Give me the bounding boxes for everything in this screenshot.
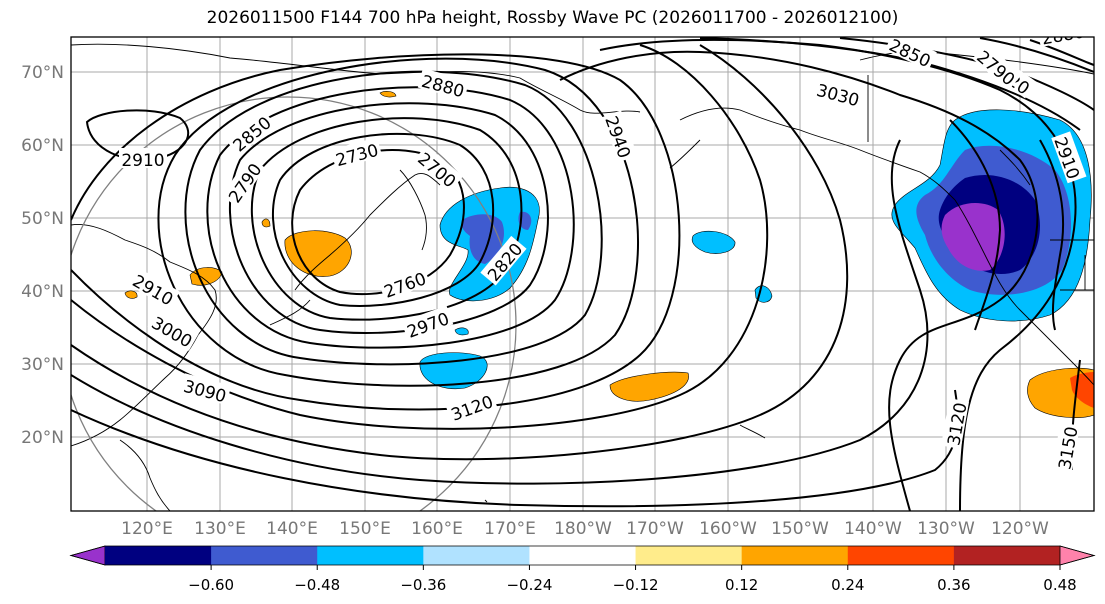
colorbar-segment <box>635 546 743 565</box>
latitude-label: 20°N <box>21 428 64 448</box>
colorbar-segment <box>317 546 424 565</box>
colorbar-segment <box>529 546 637 565</box>
contour-label-bg <box>812 77 865 109</box>
latitude-label: 30°N <box>21 355 64 375</box>
contour-label-bg <box>413 145 464 192</box>
longitude-label: 120°W <box>991 519 1049 539</box>
longitude-label: 130°W <box>917 519 975 539</box>
colorbar-segment <box>211 546 318 565</box>
contour-label-bg <box>445 388 498 424</box>
colorbar-segment <box>423 546 530 565</box>
colorbar-tick-label: −0.24 <box>506 576 552 594</box>
longitude-labels: 120°E 130°E 140°E 150°E 160°E 170°E 180°W 170°W… <box>121 519 1049 539</box>
contour-label-bg <box>1037 37 1089 48</box>
colorbar-tick-label: 0.12 <box>725 576 758 594</box>
contour-label: 2880 <box>1040 22 1086 49</box>
map-title: 2026011500 F144 700 hPa height, Rossby W… <box>206 8 899 28</box>
colorbar-tick-label: 0.24 <box>831 576 864 594</box>
longitude-label: 150°E <box>339 519 391 539</box>
projection-circle <box>71 96 517 511</box>
latitude-label: 40°N <box>21 282 64 302</box>
colorbar-tick-label: 0.48 <box>1043 576 1076 594</box>
longitude-label: 180°W <box>554 519 612 539</box>
colorbar-tick-label: 0.36 <box>937 576 970 594</box>
longitude-label: 170°W <box>626 519 684 539</box>
colorbar-segment <box>953 546 1061 565</box>
latitude-label: 70°N <box>21 63 64 83</box>
colorbar-outline <box>69 545 1096 566</box>
colorbar-tick-label: −0.36 <box>400 576 446 594</box>
latitude-label: 60°N <box>21 136 64 156</box>
contour-label-bg <box>1052 422 1081 474</box>
colorbar-segment <box>847 546 955 565</box>
contour-label-bg <box>221 156 266 208</box>
colorbar: −0.60 −0.48 −0.36 −0.24 −0.12 0.12 0.24 0.36 0.4… <box>69 545 1096 594</box>
latitude-label: 50°N <box>21 209 64 229</box>
contour-label-bg <box>1051 131 1087 184</box>
contour-label-bg <box>128 267 180 309</box>
colorbar-segment <box>105 546 212 565</box>
contour-label-bg <box>330 137 383 169</box>
contour-label-bg <box>884 37 937 71</box>
contour-label-bg <box>417 68 470 100</box>
map-frame <box>70 36 1095 512</box>
longitude-label: 120°E <box>121 519 173 539</box>
contour-label-bg <box>147 309 199 351</box>
contour-label-bg <box>972 43 1023 90</box>
contour-label: 2880 <box>419 72 466 103</box>
colorbar-tick-label: −0.12 <box>613 576 659 594</box>
colorbar-extend-high <box>1059 545 1096 566</box>
contour-label-bg <box>119 148 167 168</box>
contour-label-bg <box>401 305 454 341</box>
contour-label: 2910 <box>121 151 164 171</box>
contour-label-bg <box>602 110 638 163</box>
contour-label-bg <box>941 398 970 450</box>
latitude-labels: 70°N 60°N 50°N 40°N 30°N 20°N <box>21 63 64 448</box>
colorbar-segment <box>741 546 849 565</box>
contour-label: 3030 <box>814 81 861 112</box>
contour-label: 3090 <box>181 377 228 408</box>
longitude-label: 130°E <box>194 519 246 539</box>
longitude-label: 150°W <box>771 519 829 539</box>
longitude-label: 160°W <box>699 519 757 539</box>
longitude-label: 170°E <box>484 519 536 539</box>
longitude-label: 160°E <box>411 519 463 539</box>
longitude-label: 140°W <box>844 519 902 539</box>
contour-label-bg <box>225 109 276 156</box>
contour-label-bg <box>480 235 527 286</box>
contour-label-bg <box>378 265 431 301</box>
contour-label-bg <box>179 373 232 405</box>
colorbar-tick-label: −0.48 <box>294 576 340 594</box>
anomaly-shading <box>124 91 1094 418</box>
colorbar-extend-low <box>69 545 106 566</box>
longitude-label: 140°E <box>266 519 318 539</box>
colorbar-tick-label: −0.60 <box>188 576 234 594</box>
